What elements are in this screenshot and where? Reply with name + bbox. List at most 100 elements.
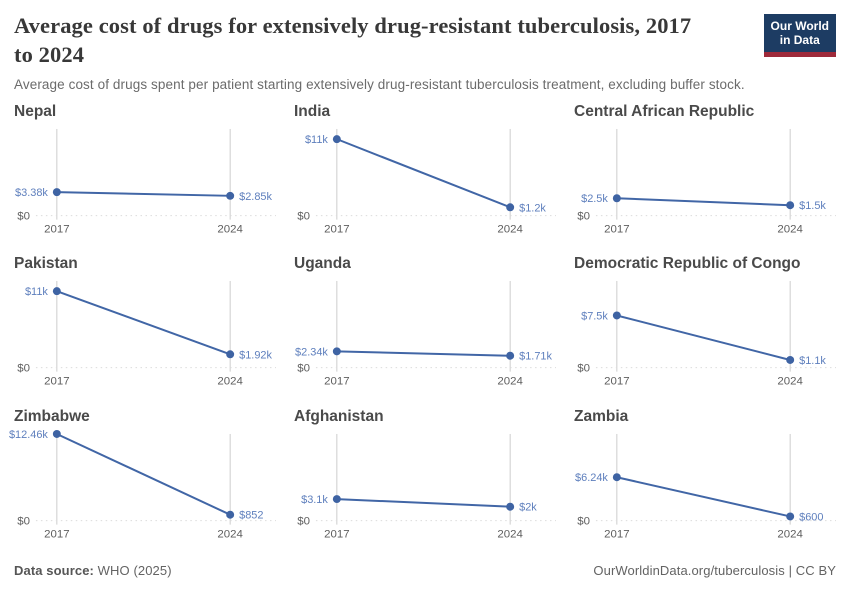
x-tick-label-2017: 2017 [604,376,629,388]
chart-header: Average cost of drugs for extensively dr… [14,12,836,92]
facet-title: Democratic Republic of Congo [574,255,801,273]
data-point-2017[interactable] [612,193,621,202]
data-point-2017[interactable] [52,187,61,196]
x-tick-label-2024: 2024 [217,223,243,235]
data-point-2017[interactable] [52,287,61,296]
data-line [336,350,511,357]
facet-title: Pakistan [14,255,78,273]
x-tick-label-2017: 2017 [44,528,69,540]
x-tick-label-2017: 2017 [324,528,349,540]
y-axis-zero-label: $0 [297,210,310,222]
data-line [56,190,231,197]
facet-democratic-republic-of-congo: Democratic Republic of Congo $0 2017 2024 $7… [574,255,836,399]
data-point-2024[interactable] [786,512,795,521]
value-label-2024: $2k [519,501,537,513]
data-point-2024[interactable] [506,502,515,511]
data-point-2024[interactable] [786,200,795,209]
y-axis-zero-label: $0 [577,210,590,222]
facet-central-african-republic: Central African Republic $0 2017 2024 $2.5k $… [574,103,836,247]
x-tick-label-2024: 2024 [497,528,523,540]
data-source: Data source: WHO (2025) [14,563,172,578]
facet-nepal: Nepal $0 2017 2024 $3.38k $2.85k [14,103,276,247]
data-point-2024[interactable] [226,350,235,359]
value-label-2024: $1.2k [519,202,546,214]
facet-afghanistan: Afghanistan $0 2017 2024 $3.1k $2k [294,408,556,552]
facet-plot: $0 2017 2024 $3.1k $2k [297,433,556,540]
chart-footer: Data source: WHO (2025) OurWorldinData.o… [14,563,836,578]
y-axis-zero-label: $0 [17,515,30,527]
facet-zambia: Zambia $0 2017 2024 $6.24k $600 [574,408,836,552]
x-tick-label-2017: 2017 [44,223,69,235]
data-line [336,137,511,208]
data-point-2017[interactable] [332,134,341,143]
data-point-2017[interactable] [612,472,621,481]
data-point-2024[interactable] [506,202,515,211]
data-source-label: Data source: [14,563,94,579]
data-point-2024[interactable] [506,351,515,360]
x-tick-label-2024: 2024 [777,223,803,235]
data-line [616,196,791,206]
value-label-2017: $12.46k [9,429,48,441]
x-tick-label-2017: 2017 [604,528,629,540]
data-point-2024[interactable] [226,191,235,200]
data-point-2017[interactable] [612,311,621,320]
value-label-2017: $2.5k [581,193,608,205]
y-axis-zero-label: $0 [297,515,310,527]
x-tick-label-2017: 2017 [44,376,69,388]
y-axis-zero-label: $0 [17,363,30,375]
owid-logo-line-1: Our World [770,19,829,33]
facet-title: Zimbabwe [14,407,90,425]
value-label-2024: $1.92k [239,349,272,361]
facet-zimbabwe: Zimbabwe $0 2017 2024 $12.46k $852 [9,407,276,552]
facet-title: Zambia [574,407,629,425]
value-label-2024: $600 [799,511,823,523]
facet-title: Central African Republic [574,102,755,120]
x-tick-label-2024: 2024 [777,528,803,540]
attribution-separator: | [784,563,796,579]
x-tick-label-2024: 2024 [497,376,523,388]
value-label-2024: $1.71k [519,351,552,363]
facet-plot: $0 2017 2024 $12.46k $852 [9,429,276,540]
value-label-2017: $3.38k [15,187,48,199]
data-point-2024[interactable] [226,510,235,519]
page-title: Average cost of drugs for extensively dr… [14,12,745,70]
owid-logo-line-2: in Data [779,33,820,48]
data-point-2017[interactable] [332,494,341,503]
value-label-2017: $3.1k [301,494,328,506]
facet-title: India [294,102,331,120]
facet-india: India $0 2017 2024 $11k $1.2k [294,103,556,247]
facet-title: Nepal [14,102,57,120]
y-axis-zero-label: $0 [577,363,590,375]
facet-title: Afghanistan [294,407,384,425]
value-label-2017: $7.5k [581,311,608,323]
y-axis-zero-label: $0 [17,210,30,222]
data-line [616,314,791,362]
data-line [56,290,231,356]
data-point-2024[interactable] [786,356,795,365]
owid-link[interactable]: OurWorldinData.org/tuberculosis [593,563,785,579]
x-tick-label-2024: 2024 [497,223,523,235]
facet-plot: $0 2017 2024 $6.24k $600 [575,433,836,540]
facet-title: Uganda [294,255,351,273]
attribution: OurWorldinData.org/tuberculosis | CC BY [593,563,836,578]
facet-pakistan: Pakistan $0 2017 2024 $11k $1.92k [14,255,276,399]
facet-uganda: Uganda $0 2017 2024 $2.34k $1.71k [294,255,556,399]
value-label-2017: $11k [305,134,328,146]
data-point-2017[interactable] [332,347,341,356]
data-source-value: WHO (2025) [97,563,172,579]
data-point-2017[interactable] [52,429,61,438]
facet-plot: $0 2017 2024 $2.34k $1.71k [295,281,556,388]
x-tick-label-2017: 2017 [324,376,349,388]
page-title-line-2: to 2024 [14,41,85,67]
title-block: Average cost of drugs for extensively dr… [14,12,745,92]
license-label: CC BY [795,563,836,579]
owid-logo[interactable]: Our World in Data [763,14,836,57]
x-tick-label-2024: 2024 [217,376,243,388]
value-label-2024: $852 [239,509,263,521]
x-tick-label-2024: 2024 [777,376,803,388]
facet-plot: $0 2017 2024 $11k $1.2k [297,128,556,235]
value-label-2017: $6.24k [575,472,608,484]
x-tick-label-2017: 2017 [604,223,629,235]
x-tick-label-2017: 2017 [324,223,349,235]
value-label-2024: $1.1k [799,355,826,367]
